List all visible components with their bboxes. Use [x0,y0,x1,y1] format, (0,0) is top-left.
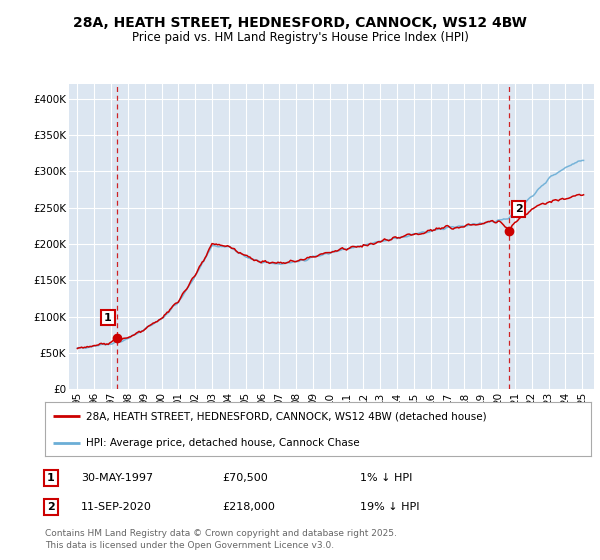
Text: 19% ↓ HPI: 19% ↓ HPI [360,502,419,512]
Text: 11-SEP-2020: 11-SEP-2020 [81,502,152,512]
Text: Contains HM Land Registry data © Crown copyright and database right 2025.
This d: Contains HM Land Registry data © Crown c… [45,529,397,550]
Text: Price paid vs. HM Land Registry's House Price Index (HPI): Price paid vs. HM Land Registry's House … [131,31,469,44]
Text: 28A, HEATH STREET, HEDNESFORD, CANNOCK, WS12 4BW: 28A, HEATH STREET, HEDNESFORD, CANNOCK, … [73,16,527,30]
Text: 30-MAY-1997: 30-MAY-1997 [81,473,153,483]
Text: 2: 2 [47,502,55,512]
Text: 1: 1 [47,473,55,483]
Text: 2: 2 [515,204,523,214]
Text: HPI: Average price, detached house, Cannock Chase: HPI: Average price, detached house, Cann… [86,438,359,447]
Text: 28A, HEATH STREET, HEDNESFORD, CANNOCK, WS12 4BW (detached house): 28A, HEATH STREET, HEDNESFORD, CANNOCK, … [86,412,487,421]
Text: 1% ↓ HPI: 1% ↓ HPI [360,473,412,483]
Text: £70,500: £70,500 [222,473,268,483]
Text: 1: 1 [104,312,112,323]
Text: £218,000: £218,000 [222,502,275,512]
